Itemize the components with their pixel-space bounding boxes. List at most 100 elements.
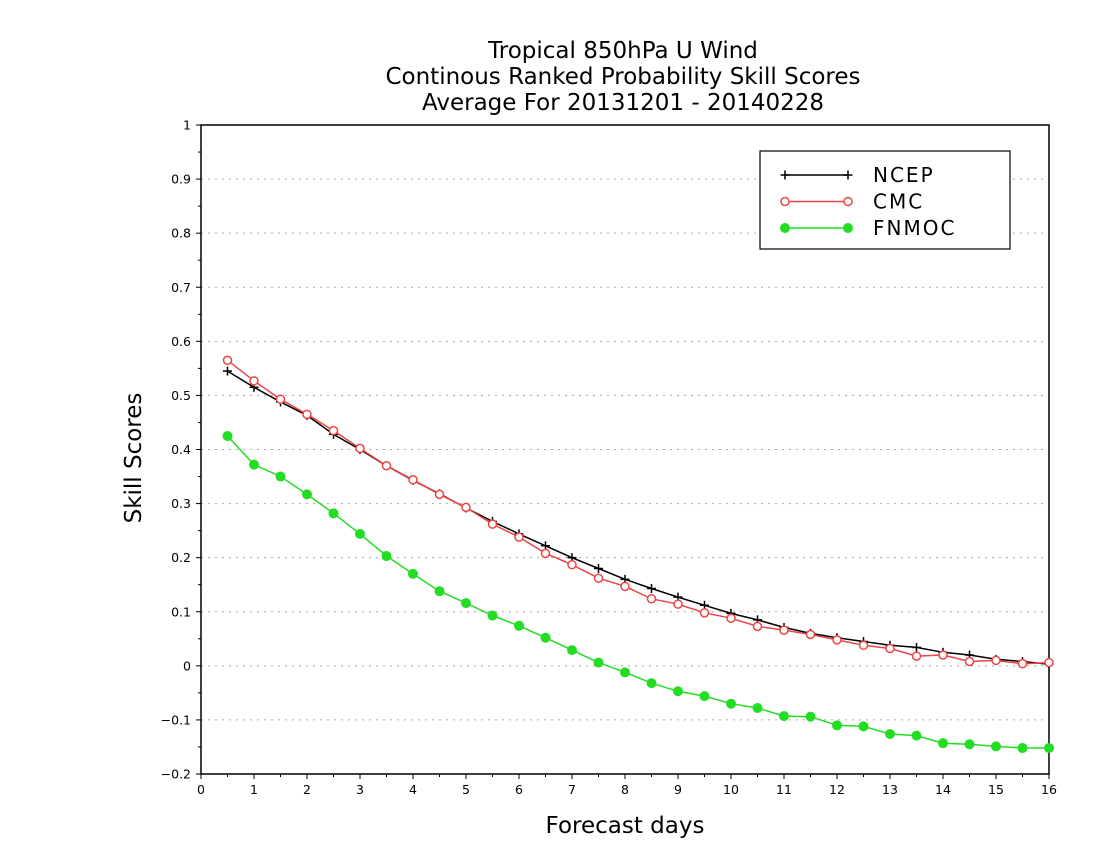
- x-tick-label: 9: [674, 782, 682, 797]
- data-point-circle: [843, 196, 853, 207]
- x-tick-label: 14: [935, 782, 951, 797]
- y-tick-label: 0.3: [171, 496, 191, 511]
- x-tick-label: 12: [829, 782, 845, 797]
- data-point-plus: [223, 366, 232, 376]
- legend-item-fnmoc: FNMOC: [780, 216, 954, 240]
- data-point-circle: [911, 651, 922, 661]
- data-point-circle: [964, 656, 975, 667]
- x-tick-label: 0: [197, 782, 205, 797]
- series-ncep: [223, 366, 1054, 669]
- data-point-dot: [832, 720, 842, 731]
- x-tick-label: 13: [882, 782, 898, 797]
- data-point-dot: [434, 586, 445, 597]
- data-point-dot: [673, 686, 683, 697]
- x-tick-label: 5: [462, 782, 470, 797]
- data-point-dot: [461, 598, 471, 609]
- x-tick-label: 8: [621, 782, 629, 797]
- data-point-circle: [302, 409, 312, 420]
- data-point-plus: [647, 583, 656, 593]
- data-point-dot: [540, 632, 551, 643]
- data-point-circle: [593, 573, 604, 583]
- data-point-dot: [885, 728, 895, 739]
- legend-item-cmc: CMC: [780, 190, 924, 214]
- y-tick-label: −0.2: [161, 767, 191, 782]
- data-point-dot: [328, 508, 339, 519]
- y-tick-label: 0.9: [171, 172, 191, 187]
- data-point-dot: [779, 711, 789, 722]
- y-tick-label: 0.4: [171, 442, 191, 457]
- data-point-circle: [540, 548, 551, 559]
- y-axis-title: Skill Scores: [121, 393, 147, 524]
- legend-label: CMC: [873, 190, 924, 214]
- data-point-dot: [858, 721, 869, 732]
- data-point-circle: [726, 613, 736, 623]
- data-point-dot: [938, 738, 948, 749]
- data-point-circle: [938, 650, 948, 660]
- legend-item-ncep: NCEP: [780, 163, 935, 187]
- data-point-plus: [780, 170, 790, 180]
- data-point-circle: [567, 559, 577, 570]
- data-point-dot: [487, 610, 498, 621]
- data-point-circle: [275, 394, 286, 404]
- data-point-dot: [991, 741, 1001, 752]
- data-point-dot: [911, 730, 922, 741]
- x-tick-label: 4: [409, 782, 417, 797]
- y-tick-label: −0.1: [161, 712, 191, 727]
- data-point-dot: [249, 459, 259, 470]
- data-point-dot: [1017, 743, 1028, 754]
- x-tick-label: 11: [776, 782, 792, 797]
- data-point-circle: [805, 629, 816, 640]
- data-point-dot: [355, 528, 365, 539]
- data-point-dot: [302, 489, 312, 500]
- y-tick-label: 0.1: [171, 604, 191, 619]
- grid-lines: [201, 178, 1049, 721]
- data-point-circle: [461, 502, 471, 513]
- series-fnmoc: [222, 430, 1054, 754]
- data-point-dot: [275, 471, 286, 482]
- y-tick-label: 1: [183, 118, 191, 133]
- chart-title-line: Average For 20131201 - 20140228: [422, 90, 824, 116]
- x-tick-label: 16: [1041, 782, 1057, 797]
- data-point-dot: [593, 657, 604, 668]
- x-tick-label: 10: [723, 782, 739, 797]
- legend-label: NCEP: [873, 163, 935, 187]
- data-point-dot: [514, 620, 524, 631]
- data-point-circle: [408, 475, 418, 485]
- chart-title-line: Continous Ranked Probability Skill Score…: [385, 64, 860, 90]
- data-point-circle: [514, 532, 524, 542]
- data-point-circle: [487, 519, 498, 529]
- series-cmc: [222, 355, 1054, 669]
- data-point-circle: [780, 196, 790, 207]
- data-point-circle: [1017, 658, 1028, 669]
- data-point-circle: [779, 625, 789, 635]
- x-tick-label: 1: [250, 782, 258, 797]
- data-point-circle: [673, 599, 683, 609]
- data-point-dot: [408, 568, 418, 579]
- data-point-dot: [381, 551, 392, 562]
- data-point-circle: [885, 643, 895, 654]
- y-tick-label: 0.7: [171, 280, 191, 295]
- data-point-dot: [752, 703, 763, 714]
- data-point-plus: [843, 170, 853, 180]
- data-point-circle: [699, 608, 710, 618]
- data-point-dot: [222, 430, 233, 441]
- data-point-circle: [434, 489, 445, 500]
- data-point-dot: [646, 678, 657, 689]
- data-point-circle: [355, 443, 365, 454]
- data-point-plus: [594, 563, 603, 573]
- chart-title-line: Tropical 850hPa U Wind: [487, 38, 758, 64]
- data-point-dot: [780, 223, 790, 233]
- data-point-circle: [381, 460, 392, 471]
- y-tick-label: 0.8: [171, 226, 191, 241]
- data-point-dot: [1044, 743, 1054, 754]
- axis-ticks: −0.2−0.100.10.20.30.40.50.60.70.80.910 1 2…: [161, 118, 1057, 798]
- data-point-dot: [620, 667, 630, 678]
- series-line: [227, 370, 1050, 665]
- x-tick-label: 15: [988, 782, 1004, 797]
- series-line: [227, 359, 1050, 665]
- y-tick-label: 0.2: [171, 550, 191, 565]
- series-lines: [222, 355, 1054, 754]
